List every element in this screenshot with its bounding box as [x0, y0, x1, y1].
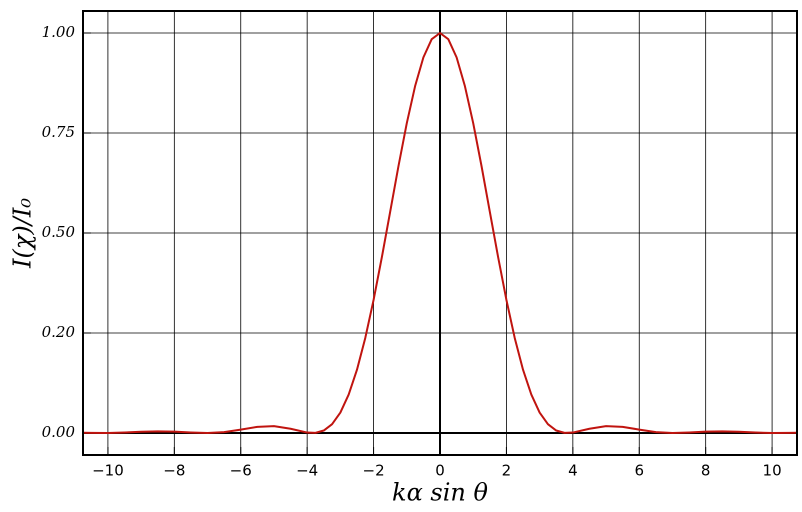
line-series — [82, 32, 798, 434]
y-tick-label: 0.20 — [42, 323, 76, 341]
x-tick-label: −10 — [92, 462, 124, 480]
y-tick-label: 0.50 — [42, 223, 76, 241]
x-axis-label: kα sin θ — [392, 479, 488, 507]
x-tick-label: −2 — [363, 462, 385, 480]
x-tick-label: 6 — [634, 462, 644, 480]
x-tick-label: −6 — [230, 462, 252, 480]
y-tick-label: 1.00 — [42, 23, 76, 41]
y-axis-label: I(χ)/I₀ — [9, 198, 37, 269]
x-tick-label: 8 — [701, 462, 711, 480]
x-tick-label: 0 — [435, 462, 445, 480]
y-tick-label: 0.00 — [42, 423, 76, 441]
x-tick-label: −8 — [163, 462, 185, 480]
x-tick-label: 2 — [502, 462, 512, 480]
x-tick-label: −4 — [296, 462, 318, 480]
plot-frame — [82, 10, 798, 456]
y-tick-label: 0.75 — [42, 123, 75, 141]
x-tick-label: 10 — [763, 462, 782, 480]
x-tick-label: 4 — [568, 462, 578, 480]
